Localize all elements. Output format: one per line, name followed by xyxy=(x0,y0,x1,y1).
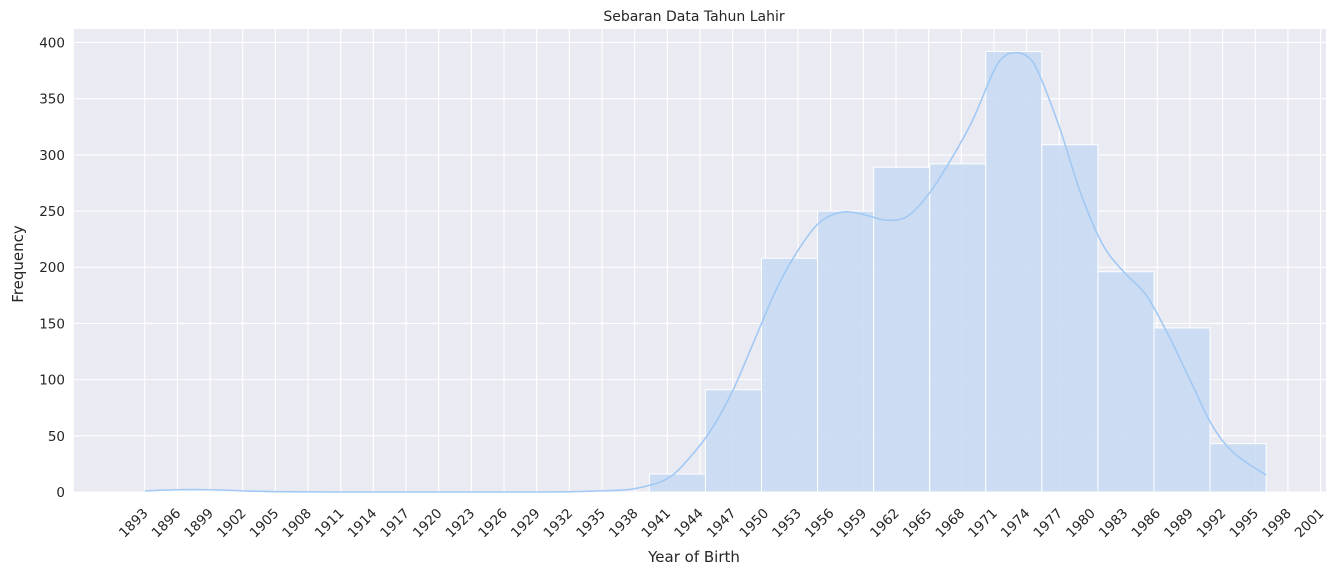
x-tick-label: 1980 xyxy=(1063,506,1099,542)
x-tick-label: 1998 xyxy=(1259,506,1295,542)
x-tick-label: 1986 xyxy=(1128,506,1164,542)
x-tick-label: 1965 xyxy=(900,506,936,542)
y-tick-label: 250 xyxy=(39,204,65,220)
y-tick-label: 300 xyxy=(39,148,65,164)
y-tick-label: 50 xyxy=(48,429,65,445)
x-tick-label: 2001 xyxy=(1292,506,1328,542)
x-tick-label: 1893 xyxy=(116,506,152,542)
y-axis-label: Frequency xyxy=(9,225,27,303)
x-axis-label: Year of Birth xyxy=(647,548,740,566)
x-tick-label: 1932 xyxy=(541,506,577,542)
x-tick-label: 1962 xyxy=(867,506,903,542)
x-tick-label: 1935 xyxy=(573,506,609,542)
histogram-bar xyxy=(1153,327,1211,493)
y-tick-label: 150 xyxy=(39,316,65,332)
histogram-bar xyxy=(761,257,819,493)
x-tick-label: 1926 xyxy=(475,506,511,542)
x-tick-label: 1971 xyxy=(965,506,1001,542)
x-tick-label: 1905 xyxy=(247,506,283,542)
x-tick-label: 1959 xyxy=(835,506,871,542)
histogram-bar xyxy=(929,163,987,493)
kde-curve xyxy=(144,51,1267,493)
y-tick-label: 200 xyxy=(39,260,65,276)
x-tick-label: 1950 xyxy=(737,506,773,542)
histogram-bars xyxy=(144,50,1267,493)
x-tick-label: 1953 xyxy=(769,506,805,542)
histogram-bar xyxy=(817,210,875,493)
y-tick-label: 400 xyxy=(39,35,65,51)
x-tick-label: 1968 xyxy=(933,506,969,542)
histogram-bar xyxy=(873,166,931,493)
y-tick-label: 0 xyxy=(56,485,65,501)
x-tick-label: 1914 xyxy=(345,506,381,542)
x-tick-label: 1992 xyxy=(1194,506,1230,542)
x-tick-label: 1956 xyxy=(802,506,838,542)
x-tick-label: 1899 xyxy=(181,506,217,542)
x-tick-label: 1989 xyxy=(1161,506,1197,542)
x-tick-label: 1944 xyxy=(671,506,707,542)
x-tick-label: 1923 xyxy=(443,506,479,542)
y-tick-label: 350 xyxy=(39,92,65,108)
x-axis-ticks: 1893189618991902190519081911191419171920… xyxy=(116,506,1327,542)
chart-title: Sebaran Data Tahun Lahir xyxy=(603,9,785,25)
histogram-bar xyxy=(1041,144,1099,493)
x-tick-label: 1902 xyxy=(214,506,250,542)
x-tick-label: 1995 xyxy=(1226,506,1262,542)
y-axis-ticks: 0 50 100 150 200 250 300 350 400 xyxy=(39,35,65,501)
x-tick-label: 1908 xyxy=(279,506,315,542)
x-tick-label: 1983 xyxy=(1096,506,1132,542)
x-tick-label: 1947 xyxy=(704,506,740,542)
histogram-bar xyxy=(1097,271,1155,493)
histogram-bar xyxy=(704,389,763,493)
x-tick-label: 1917 xyxy=(377,506,413,542)
x-tick-label: 1896 xyxy=(149,506,185,542)
x-tick-label: 1911 xyxy=(312,506,348,542)
x-tick-label: 1977 xyxy=(1030,506,1066,542)
histogram-bar xyxy=(1209,443,1267,493)
x-tick-label: 1941 xyxy=(639,506,675,542)
x-tick-label: 1938 xyxy=(606,506,642,542)
x-tick-label: 1974 xyxy=(998,506,1034,542)
histogram-bar xyxy=(985,50,1043,493)
x-tick-label: 1920 xyxy=(410,506,446,542)
y-tick-label: 100 xyxy=(39,373,65,389)
x-tick-label: 1929 xyxy=(508,506,544,542)
